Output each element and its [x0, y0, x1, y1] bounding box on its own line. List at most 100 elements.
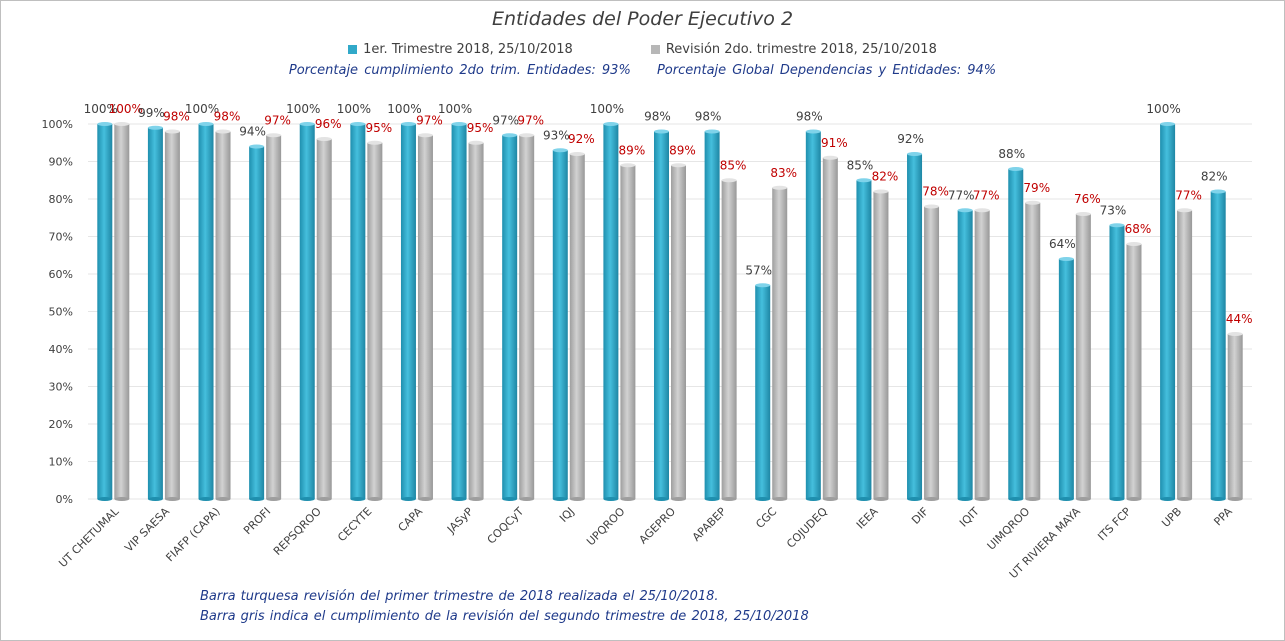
bar [974, 208, 990, 501]
bar-body [1227, 334, 1243, 499]
bar [620, 163, 636, 501]
y-tick-label: 60% [49, 268, 73, 281]
bar-base [164, 497, 180, 501]
bar-body [468, 142, 484, 499]
chart-title: Entidades del Poder Ejecutivo 2 [491, 8, 794, 30]
bar-body [299, 124, 315, 499]
bar-base [654, 497, 669, 501]
bar-body [924, 206, 940, 499]
legend-item-series-1: 1er. Trimestre 2018, 25/10/2018 [348, 42, 573, 57]
bar [873, 189, 889, 501]
bar-cap [569, 152, 585, 156]
bar-body [451, 124, 467, 499]
bar-body [1177, 210, 1193, 499]
bar-base [350, 497, 366, 501]
bar-cap [603, 122, 619, 126]
data-label: 100% [286, 102, 320, 116]
bar-base [114, 497, 130, 501]
y-tick-label: 70% [49, 231, 73, 244]
bar-base [856, 497, 872, 501]
x-tick-label: DIF [909, 505, 931, 527]
bar-cap [299, 122, 315, 126]
data-label: 77% [948, 188, 975, 202]
data-label: 98% [644, 110, 671, 124]
bar-cap [1025, 200, 1041, 205]
bar-body [907, 154, 923, 499]
bar-cap [1177, 208, 1193, 213]
bar [367, 140, 383, 501]
data-label: 92% [897, 132, 924, 146]
bar-cap [671, 163, 686, 168]
bar-body [1025, 202, 1041, 499]
data-label: 97% [492, 113, 519, 127]
bar-cap [721, 178, 737, 183]
bar-cap [215, 129, 231, 134]
bar-cap [1160, 122, 1176, 126]
data-label: 100% [84, 102, 118, 116]
data-label: 82% [872, 170, 899, 184]
data-label: 95% [467, 121, 494, 135]
data-label: 100% [185, 102, 219, 116]
data-label: 97% [264, 113, 291, 127]
bar-body [114, 124, 130, 499]
bar-body [215, 131, 231, 499]
x-tick-label: IEEA [854, 505, 881, 532]
bar-cap [704, 129, 720, 134]
bar-body [350, 124, 366, 499]
bar [299, 122, 315, 501]
data-label: 68% [1125, 222, 1152, 236]
bar-base [97, 497, 113, 501]
bar-base [620, 497, 636, 501]
bar [215, 129, 231, 501]
bar [772, 185, 788, 501]
data-label: 95% [366, 121, 393, 135]
bar [164, 129, 180, 501]
y-tick-label: 50% [49, 306, 73, 319]
bar-body [569, 154, 585, 499]
bar [97, 122, 113, 501]
bar-base [1177, 497, 1193, 501]
bar-base [1210, 497, 1226, 501]
bar-cap [552, 148, 568, 153]
bar [957, 208, 973, 501]
bar-base [316, 497, 332, 501]
x-tick-label: UPB [1159, 505, 1184, 530]
bar [1210, 189, 1226, 501]
legend-label-series-2: Revisión 2do. trimestre 2018, 25/10/2018 [665, 42, 937, 57]
bar [1025, 200, 1041, 501]
bar-body [417, 135, 433, 499]
bar [502, 133, 518, 501]
bar-body [1160, 124, 1176, 499]
bar-body [772, 187, 788, 499]
data-label: 97% [517, 113, 544, 127]
bar-body [822, 157, 838, 499]
bar-cap [198, 122, 214, 126]
data-label: 85% [847, 158, 874, 172]
x-tick-label: FIAFP (CAPA) [163, 505, 222, 564]
bar-cap [316, 137, 332, 141]
bar-cap [957, 208, 973, 213]
y-tick-label: 90% [49, 156, 73, 169]
data-label: 92% [568, 132, 595, 146]
bar-cap [974, 208, 990, 213]
bar-body [316, 139, 332, 499]
bar-body [957, 210, 973, 499]
bar [266, 133, 282, 501]
data-label: 100% [337, 102, 371, 116]
bar-base [907, 497, 923, 501]
x-tick-label: PPA [1211, 505, 1235, 529]
bar-base [299, 497, 315, 501]
bar [856, 178, 872, 501]
bar [1008, 167, 1024, 501]
bar-body [603, 124, 619, 499]
bar-base [468, 497, 484, 501]
bar-base [552, 497, 568, 501]
bar-body [1058, 259, 1074, 499]
bar-base [721, 497, 737, 501]
bar-base [1126, 497, 1142, 501]
bar-cap [350, 122, 366, 126]
bar [1075, 212, 1091, 501]
bar-base [367, 497, 383, 501]
